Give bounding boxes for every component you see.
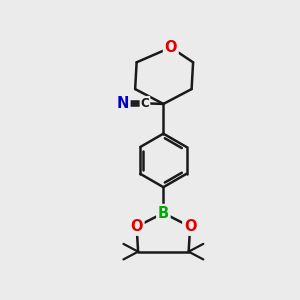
Text: O: O [184,219,197,234]
Text: N: N [117,96,129,111]
Text: O: O [165,40,177,55]
Text: B: B [158,206,169,220]
Text: C: C [141,97,149,110]
Text: O: O [130,219,143,234]
